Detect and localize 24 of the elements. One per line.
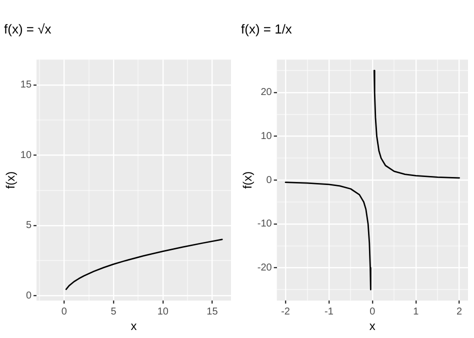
y-tick-label: 0 [26,290,32,302]
x-tick-label: 0 [61,306,68,318]
y-tick-label: -20 [257,262,272,274]
x-tick-label: 15 [206,306,218,318]
x-tick-label: 5 [110,306,117,318]
chart-title: f(x) = 1/x [241,21,292,36]
x-axis-title: x [130,319,137,334]
y-tick-label: 20 [260,87,272,98]
y-axis-title: f(x) [4,171,18,189]
y-tick-label: 5 [26,220,32,232]
x-tick-label: 1 [413,306,420,318]
y-tick-label: 10 [260,131,272,142]
x-axis-title: x [369,319,376,334]
y-tick-label: 0 [266,174,272,186]
x-tick-label: 10 [157,306,169,318]
y-tick-label: 15 [20,80,32,91]
x-tick-label: -1 [324,306,334,318]
y-tick-label: -10 [257,218,272,230]
chart-title: f(x) = √x [4,21,52,36]
x-tick-label: -2 [281,306,290,318]
y-axis-title: f(x) [240,171,255,189]
x-tick-label: 2 [456,306,463,318]
y-tick-label: 10 [20,150,32,161]
x-tick-label: 0 [370,306,376,318]
